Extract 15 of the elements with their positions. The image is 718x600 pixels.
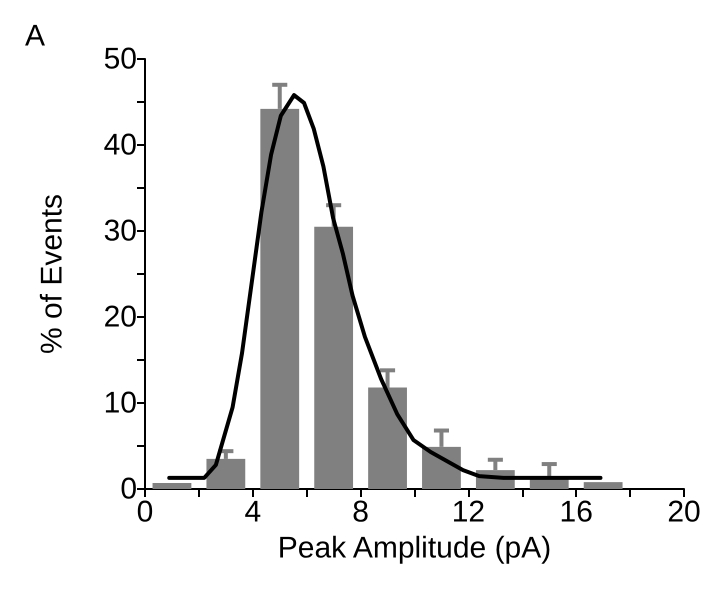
x-tick-label: 12 xyxy=(452,496,486,528)
line-series xyxy=(167,93,602,480)
y-axis-title: % of Events xyxy=(36,194,68,354)
x-tick-label: 20 xyxy=(667,496,701,528)
chart-title: A xyxy=(25,20,46,52)
x-axis-title: Peak Amplitude (pA) xyxy=(278,532,552,564)
x-tick-label: 4 xyxy=(244,496,262,528)
y-tick-label: 30 xyxy=(104,214,137,248)
x-tick-label: 8 xyxy=(352,496,369,528)
y-tick-label: 40 xyxy=(104,128,137,162)
y-tick-label: 50 xyxy=(104,42,137,76)
y-tick-label: 0 xyxy=(120,472,137,506)
y-tick-label: 20 xyxy=(104,300,137,334)
x-tick-label: 16 xyxy=(560,496,593,528)
y-tick-label: 10 xyxy=(104,386,137,420)
